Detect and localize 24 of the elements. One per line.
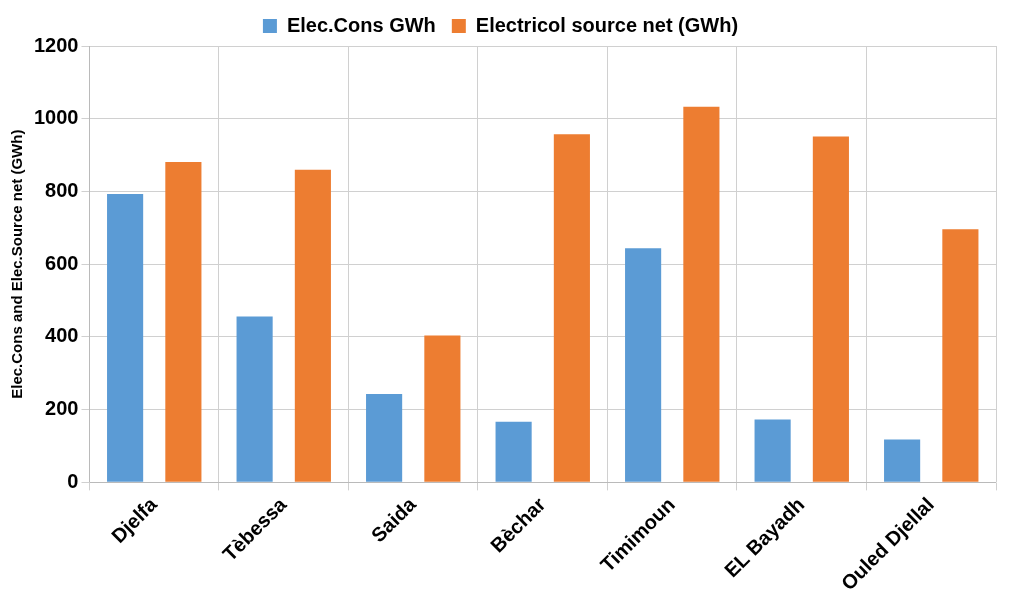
y-tick-label: 800 [45,178,79,201]
bar [165,162,202,482]
y-tick-label: 600 [45,251,79,274]
bar [107,194,144,482]
legend-label: Electricol source net (GWh) [475,13,739,36]
bar [942,229,979,482]
y-tick-label: 1200 [33,33,79,56]
y-tick-label: 0 [67,469,79,492]
bar [625,248,662,482]
bar [683,106,720,482]
bar [366,394,403,482]
bar [553,134,590,482]
bar [754,419,791,482]
bar [294,169,331,482]
bar [884,439,921,482]
bar [424,335,461,482]
legend-label: Elec.Cons GWh [286,13,436,36]
y-tick-label: 400 [45,324,79,347]
y-axis-title: Elec.Cons and Elec.Source net (GWh) [8,129,26,399]
y-tick-label: 200 [45,397,79,420]
bar [812,136,849,482]
bar [495,421,532,482]
y-tick-label: 1000 [33,106,79,129]
bar [236,316,273,482]
